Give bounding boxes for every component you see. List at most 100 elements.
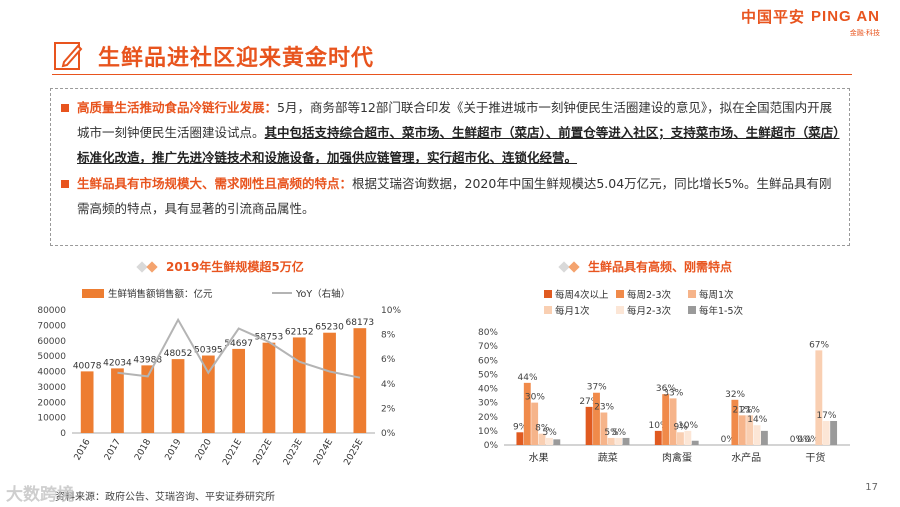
bar — [830, 420, 838, 445]
y2-tick-label: 2% — [381, 404, 396, 414]
bar-data-label: 62152 — [285, 327, 314, 337]
bar — [615, 437, 623, 445]
logo-text-en: PING AN — [811, 8, 880, 25]
bar-data-label: 5% — [604, 428, 619, 438]
legend-swatch — [544, 306, 552, 314]
y2-tick-label: 8% — [381, 331, 396, 341]
y-tick-label: 30% — [478, 399, 498, 409]
y-tick-label: 50000 — [37, 352, 66, 362]
y2-tick-label: 6% — [381, 355, 396, 365]
bar — [201, 355, 215, 433]
bar — [516, 432, 524, 445]
bar — [815, 350, 823, 445]
bar-data-label: 48052 — [164, 349, 193, 359]
chart2-title-text: 生鲜品具有高频、刚需特点 — [588, 260, 733, 274]
bar-data-label: 42034 — [103, 358, 132, 368]
legend-swatch-bar — [82, 289, 104, 298]
bar — [662, 394, 670, 445]
y2-tick-label: 10% — [381, 306, 401, 316]
y-tick-label: 30000 — [37, 383, 66, 393]
y-tick-label: 10% — [478, 427, 498, 437]
paragraph-text: 5月，商务部等12部门联合印发《关于推进城市一刻钟便民生活圈建设的意见》，拟在全… — [77, 100, 833, 140]
legend-label: 每周4次以上 — [555, 289, 609, 301]
y2-tick-label: 0% — [381, 429, 396, 439]
bar-data-label: 0% — [790, 435, 805, 445]
x-tick-label: 肉禽蛋 — [662, 451, 692, 464]
bar-data-label: 21% — [733, 405, 753, 415]
bar-data-label: 14% — [747, 415, 767, 425]
y-tick-label: 20% — [478, 413, 498, 423]
y-tick-label: 20000 — [37, 398, 66, 408]
paragraph-policy: 高质量生活推动食品冷链行业发展：5月，商务部等12部门联合印发《关于推进城市一刻… — [61, 95, 841, 170]
legend-swatch — [688, 306, 696, 314]
y-tick-label: 0% — [484, 441, 499, 451]
bar-data-label: 5% — [612, 428, 627, 438]
bar — [622, 437, 630, 445]
bar — [731, 399, 739, 445]
x-tick-label: 2021E — [221, 437, 244, 467]
y-tick-label: 10000 — [37, 414, 66, 424]
bar-data-label: 33% — [663, 388, 683, 398]
y-tick-label: 70000 — [37, 321, 66, 331]
paragraph-emphasis: 其中包括支持综合超市、菜市场、生鲜超市（菜店）、前置仓等进入社区；支持菜市场、生… — [77, 125, 840, 165]
legend-label: 每周2-3次 — [627, 289, 672, 301]
bar — [531, 402, 539, 445]
bar-data-label: 37% — [587, 383, 607, 393]
paragraph-lead: 高质量生活推动食品冷链行业发展： — [77, 100, 278, 115]
chart2-title: 生鲜品具有高频、刚需特点 — [558, 258, 733, 275]
bar-data-label: 67% — [809, 340, 829, 350]
bar — [323, 332, 336, 433]
bar-data-label: 9% — [513, 422, 528, 432]
y-tick-label: 60% — [478, 356, 498, 366]
y-tick-label: 60000 — [37, 337, 66, 347]
bar — [232, 348, 246, 433]
bullet-square-icon — [61, 180, 69, 188]
company-logo: 中国平安 PING AN 金融·科技 — [741, 6, 880, 38]
y-tick-label: 0 — [60, 429, 66, 439]
yoy-line — [117, 317, 361, 379]
bar-data-label: 32% — [725, 390, 745, 400]
x-tick-label: 2024E — [312, 437, 335, 467]
legend-label: 每年1-5次 — [699, 305, 744, 317]
y-tick-label: 80% — [478, 328, 498, 338]
bar-data-label: 21% — [740, 405, 760, 415]
bar-data-label: 58753 — [255, 333, 284, 343]
bullet-square-icon — [61, 104, 69, 112]
x-tick-label: 蔬菜 — [598, 452, 618, 464]
page-title: 生鲜品进社区迎来黄金时代 — [98, 46, 375, 71]
bar — [141, 365, 155, 433]
bar — [677, 432, 684, 445]
y-tick-label: 50% — [478, 370, 498, 380]
bar-data-label: 50395 — [194, 346, 223, 356]
x-tick-label: 2020 — [194, 437, 214, 462]
bar — [585, 406, 593, 445]
bar — [753, 425, 761, 445]
chart1-title-text: 2019年生鲜规模超5万亿 — [166, 260, 304, 274]
bar-data-label: 65230 — [315, 323, 344, 333]
y-tick-label: 40000 — [37, 368, 66, 378]
paragraph-text: 根据艾瑞咨询数据，2020年中国生鲜规模达5.04万亿元，同比增长5%。生鲜品具… — [77, 176, 832, 216]
chart-fresh-sales: 生鲜销售额销售额：亿元 YoY（右轴） 0 10000 20000 30000 40000 5… — [37, 288, 401, 467]
bar — [822, 420, 830, 445]
legend-swatch — [544, 290, 552, 298]
legend-label-line: YoY（右轴） — [295, 288, 350, 300]
paragraph-market: 生鲜品具有市场规模大、需求刚性且高频的特点：根据艾瑞咨询数据，2020年中国生鲜… — [61, 171, 841, 221]
paragraph-lead: 生鲜品具有市场规模大、需求刚性且高频的特点： — [77, 176, 353, 191]
bar — [111, 368, 124, 433]
bar — [593, 392, 600, 445]
bar-data-label: 0% — [805, 435, 820, 445]
diamond-icon — [136, 260, 158, 273]
bar — [553, 439, 561, 445]
bar-data-label: 17% — [816, 411, 836, 421]
bar — [738, 415, 746, 445]
bar — [538, 433, 546, 445]
bar — [607, 437, 615, 445]
source-note: 资料来源：政府公告、艾瑞咨询、平安证券研究所 — [55, 492, 275, 503]
bar — [545, 437, 553, 445]
bar-data-label: 9% — [674, 422, 689, 432]
summary-box: 高质量生活推动食品冷链行业发展：5月，商务部等12部门联合印发《关于推进城市一刻… — [50, 88, 850, 246]
y-tick-label: 70% — [478, 342, 498, 352]
bar-data-label: 5% — [543, 428, 558, 438]
bar — [684, 430, 692, 445]
